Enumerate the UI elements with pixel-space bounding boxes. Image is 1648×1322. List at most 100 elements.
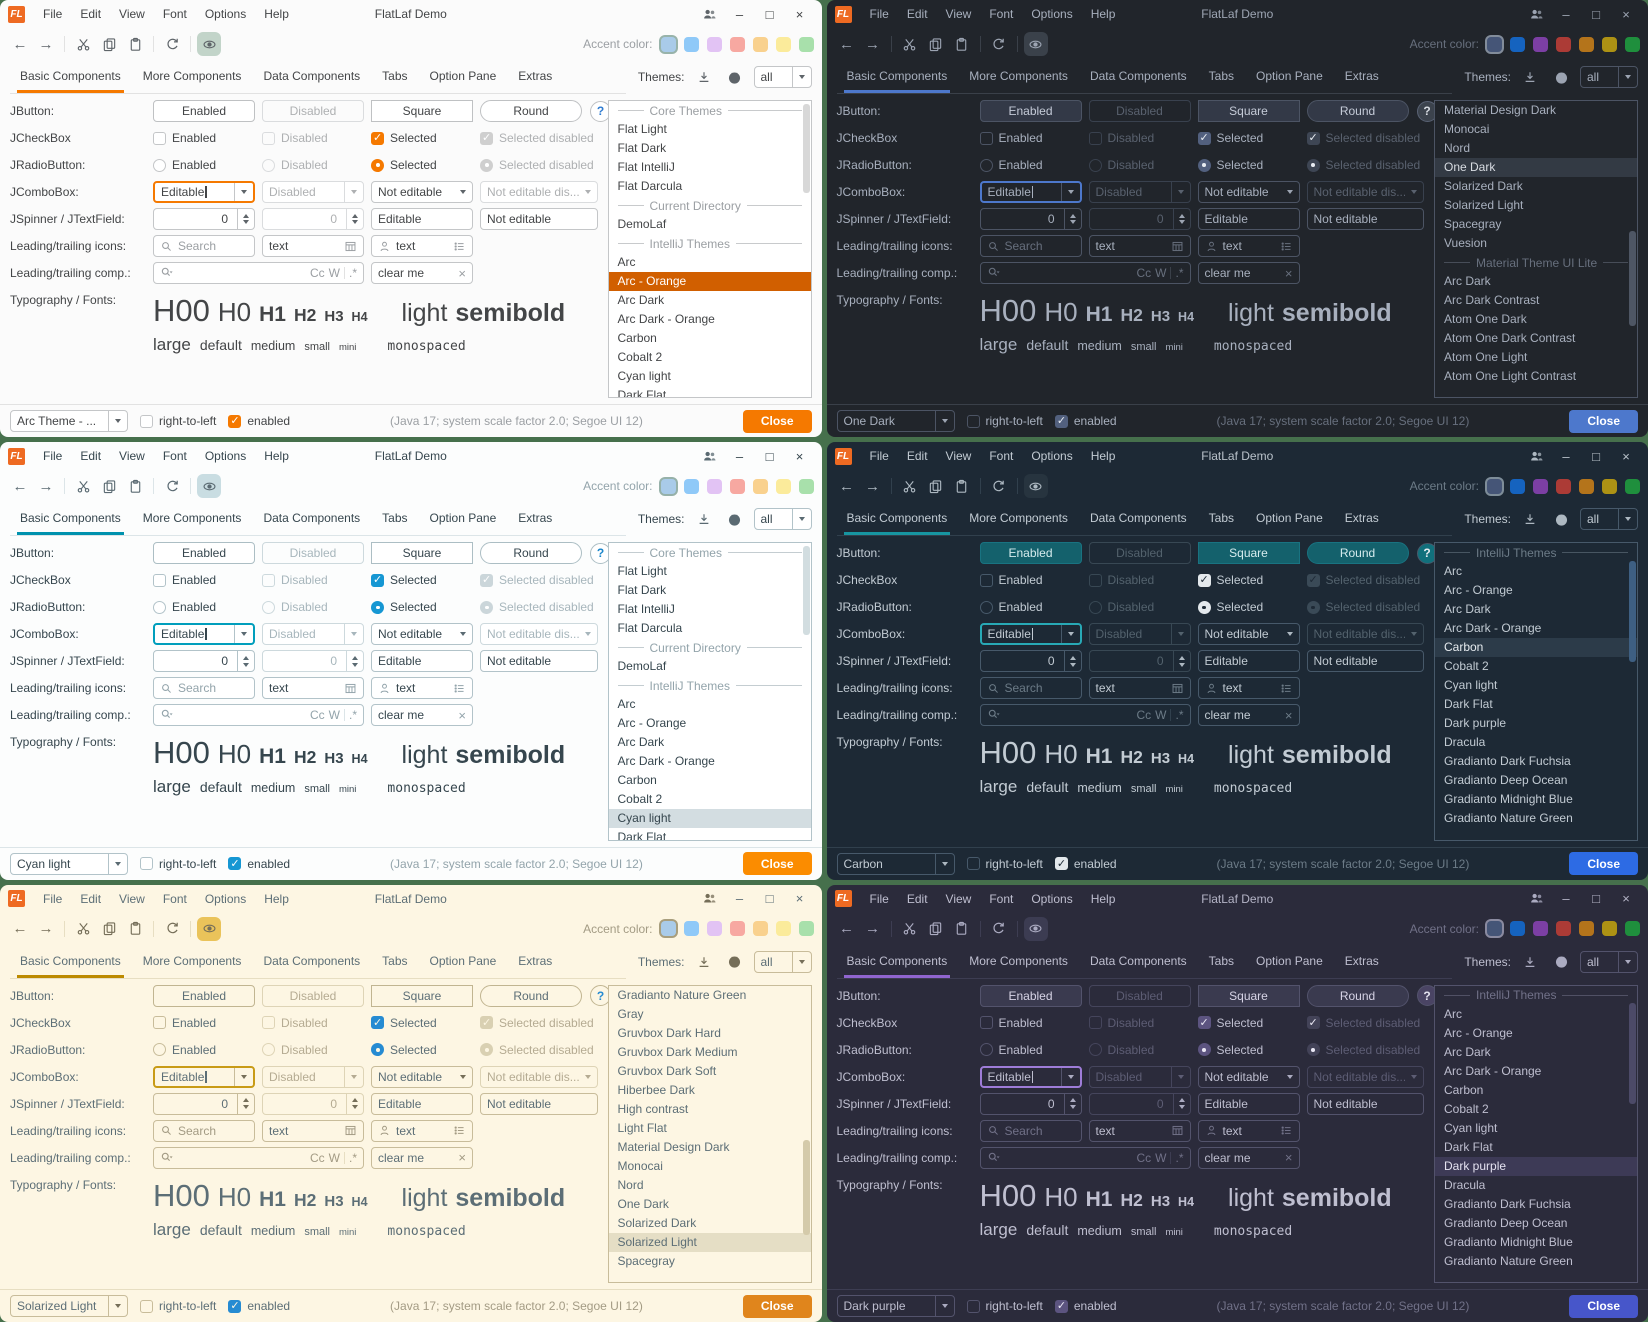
refresh-icon[interactable]: [987, 32, 1011, 56]
combobox-editable[interactable]: Editable: [979, 623, 1082, 646]
menu-font[interactable]: Font: [989, 449, 1014, 464]
github-icon[interactable]: [723, 950, 747, 974]
search-field[interactable]: Search: [153, 235, 255, 257]
theme-list-item[interactable]: Cobalt 2: [617, 792, 663, 807]
textfield-not-editable[interactable]: Not editable: [1306, 208, 1424, 230]
help-button[interactable]: ?: [1416, 100, 1438, 122]
users-icon[interactable]: [696, 891, 724, 906]
theme-list-item[interactable]: Solarized Light: [608, 1232, 811, 1252]
combobox-not-editable[interactable]: Not editable: [1197, 181, 1300, 203]
close-window-button[interactable]: ×: [1622, 448, 1630, 464]
copy-icon[interactable]: [97, 917, 121, 941]
paste-icon[interactable]: [950, 32, 974, 56]
close-button[interactable]: Close: [1569, 1294, 1638, 1318]
theme-list-item[interactable]: Gruvbox Dark Soft: [617, 1063, 717, 1078]
search-field[interactable]: Search: [979, 235, 1082, 257]
radio-selected[interactable]: Selected: [371, 600, 437, 614]
checkbox-selected[interactable]: Selected: [371, 573, 437, 587]
cut-icon[interactable]: [71, 32, 95, 56]
theme-list-item[interactable]: Solarized Dark: [1444, 179, 1523, 193]
accent-swatch-1[interactable]: [660, 921, 676, 937]
spinner[interactable]: 0: [979, 650, 1082, 673]
textfield-editable[interactable]: Editable: [1197, 1092, 1300, 1115]
cut-icon[interactable]: [898, 474, 922, 498]
github-icon[interactable]: [1549, 65, 1573, 89]
scrollbar-thumb[interactable]: [1629, 231, 1636, 327]
enabled-button[interactable]: Enabled: [153, 984, 255, 1007]
minimize-button[interactable]: –: [1562, 6, 1570, 22]
clear-icon[interactable]: ×: [458, 1150, 466, 1166]
theme-list-item[interactable]: Arc - Orange: [1444, 583, 1513, 598]
clear-icon[interactable]: ×: [1284, 707, 1293, 723]
tab-option-pane[interactable]: Option Pane: [429, 953, 497, 968]
tab-data-components[interactable]: Data Components: [1089, 511, 1187, 526]
checkbox-selected[interactable]: Selected: [1197, 131, 1263, 145]
tab-tabs[interactable]: Tabs: [1208, 511, 1235, 526]
enabled-checkbox[interactable]: enabled: [228, 414, 290, 428]
scrollbar-thumb[interactable]: [802, 546, 810, 636]
list-icon[interactable]: [1280, 682, 1293, 695]
theme-list-item[interactable]: Gradianto Nature Green: [1444, 1253, 1573, 1268]
theme-list-item[interactable]: Solarized Dark: [617, 1215, 697, 1230]
calendar-icon[interactable]: [1171, 1124, 1184, 1137]
back-icon[interactable]: ←: [839, 920, 854, 938]
theme-list-item[interactable]: Material Design Dark: [1444, 103, 1557, 117]
theme-selector-combo[interactable]: Cyan light: [10, 852, 128, 875]
menu-options[interactable]: Options: [204, 7, 247, 21]
checkbox-selected[interactable]: Selected: [1197, 1016, 1263, 1030]
theme-list-item[interactable]: Atom One Light Contrast: [1444, 369, 1577, 383]
tab-tabs[interactable]: Tabs: [382, 511, 408, 526]
search-with-options-field[interactable]: Cc W .*: [979, 262, 1191, 284]
tab-basic-components[interactable]: Basic Components: [837, 60, 958, 93]
theme-list-item[interactable]: Spacegray: [617, 1253, 675, 1268]
right-to-left-checkbox[interactable]: right-to-left: [140, 1299, 216, 1313]
textfield-editable[interactable]: Editable: [1197, 650, 1300, 673]
themes-filter-combo[interactable]: all: [753, 66, 812, 88]
cut-icon[interactable]: [71, 474, 95, 498]
theme-list-item[interactable]: Solarized Light: [1444, 198, 1524, 212]
back-icon[interactable]: ←: [12, 920, 28, 938]
accent-swatch-7[interactable]: [1625, 36, 1640, 52]
menu-view[interactable]: View: [119, 891, 145, 906]
theme-list-item[interactable]: DemoLaf: [617, 659, 667, 674]
cut-icon[interactable]: [898, 917, 922, 941]
menu-font[interactable]: Font: [989, 7, 1014, 21]
menu-edit[interactable]: Edit: [80, 7, 102, 21]
clearable-field[interactable]: clear me ×: [371, 704, 473, 727]
calendar-icon[interactable]: [344, 240, 357, 253]
radio-selected[interactable]: Selected: [1197, 1043, 1263, 1057]
enabled-checkbox[interactable]: enabled: [228, 1299, 290, 1313]
tab-tabs[interactable]: Tabs: [1208, 953, 1235, 968]
themes-filter-combo[interactable]: all: [1580, 66, 1638, 88]
scrollbar-thumb[interactable]: [802, 103, 810, 193]
textfield-editable[interactable]: Editable: [371, 208, 473, 230]
scrollbar-thumb[interactable]: [802, 1139, 810, 1235]
close-window-button[interactable]: ×: [1622, 6, 1630, 22]
menu-view[interactable]: View: [945, 891, 972, 906]
accent-swatch-4[interactable]: [729, 921, 745, 937]
match-case-icon[interactable]: Cc: [309, 708, 325, 723]
scrollbar-thumb[interactable]: [1629, 1003, 1636, 1105]
enabled-checkbox[interactable]: enabled: [1054, 414, 1117, 428]
regex-icon[interactable]: .*: [1175, 266, 1184, 280]
theme-list-item[interactable]: Arc: [1444, 1006, 1462, 1021]
theme-list-item[interactable]: Arc Dark: [1444, 274, 1491, 288]
theme-list-item[interactable]: Material Design Dark: [617, 1139, 730, 1154]
accent-swatch-5[interactable]: [1579, 921, 1594, 937]
theme-list-item[interactable]: Gruvbox Dark Hard: [617, 1025, 721, 1040]
round-button[interactable]: Round: [480, 542, 582, 565]
menu-help[interactable]: Help: [264, 449, 289, 464]
close-button[interactable]: Close: [742, 852, 812, 876]
accent-swatch-6[interactable]: [1602, 921, 1617, 937]
theme-list-item[interactable]: Arc Dark Contrast: [1444, 293, 1540, 307]
whole-words-icon[interactable]: W: [1155, 1150, 1167, 1165]
minimize-button[interactable]: –: [735, 6, 744, 22]
maximize-button[interactable]: □: [1592, 448, 1600, 464]
close-window-button[interactable]: ×: [795, 448, 804, 464]
accent-swatch-7[interactable]: [798, 478, 814, 494]
accent-swatch-7[interactable]: [798, 921, 814, 937]
text-field-calendar[interactable]: text: [1088, 1119, 1191, 1142]
copy-icon[interactable]: [924, 474, 948, 498]
theme-list-item[interactable]: Cyan light: [1444, 678, 1498, 693]
text-field-person[interactable]: text: [1197, 235, 1300, 257]
